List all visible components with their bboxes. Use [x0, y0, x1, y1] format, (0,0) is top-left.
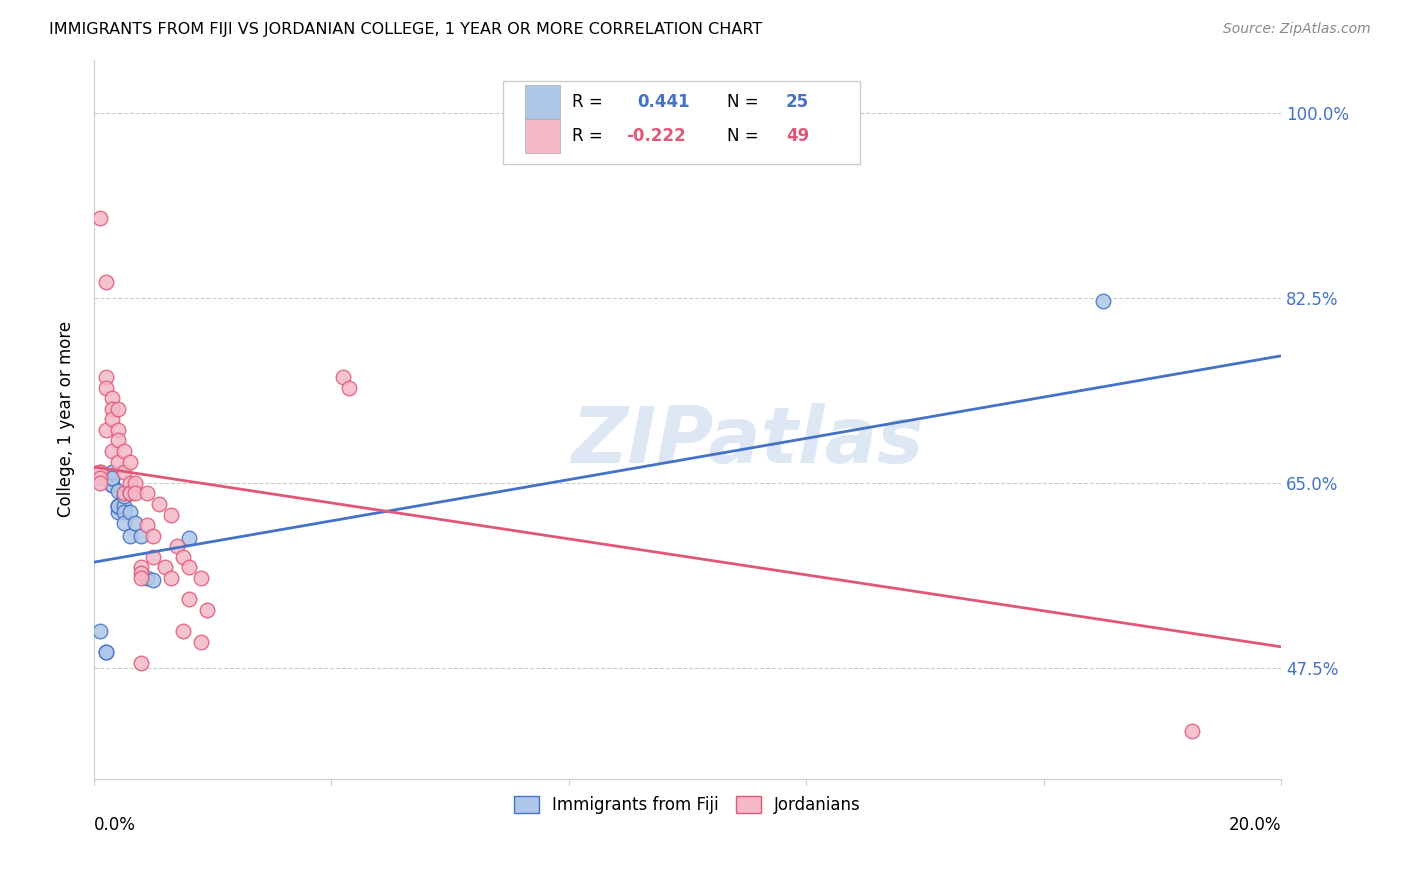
- Point: [107, 401, 129, 416]
- Point: [131, 560, 153, 574]
- Point: [153, 560, 176, 574]
- Point: [118, 505, 141, 519]
- Point: [118, 529, 141, 543]
- Point: [160, 571, 183, 585]
- Point: [94, 645, 117, 659]
- Y-axis label: College, 1 year or more: College, 1 year or more: [58, 321, 75, 517]
- Point: [89, 475, 111, 490]
- Point: [172, 624, 194, 638]
- FancyBboxPatch shape: [524, 85, 561, 120]
- Point: [195, 603, 218, 617]
- Text: R =: R =: [572, 93, 609, 111]
- Text: N =: N =: [727, 127, 763, 145]
- Point: [107, 505, 129, 519]
- Point: [94, 423, 117, 437]
- Point: [112, 444, 135, 458]
- Point: [100, 478, 122, 492]
- Point: [131, 571, 153, 585]
- Point: [142, 549, 165, 564]
- Text: IMMIGRANTS FROM FIJI VS JORDANIAN COLLEGE, 1 YEAR OR MORE CORRELATION CHART: IMMIGRANTS FROM FIJI VS JORDANIAN COLLEG…: [49, 22, 762, 37]
- Point: [160, 508, 183, 522]
- Point: [118, 486, 141, 500]
- Point: [177, 531, 200, 545]
- Point: [177, 592, 200, 607]
- Point: [124, 516, 146, 530]
- Point: [100, 470, 122, 484]
- Point: [148, 497, 170, 511]
- Text: R =: R =: [572, 127, 609, 145]
- Point: [89, 465, 111, 479]
- Point: [337, 381, 360, 395]
- Point: [131, 656, 153, 670]
- Point: [136, 486, 159, 500]
- FancyBboxPatch shape: [503, 81, 859, 164]
- Text: 20.0%: 20.0%: [1229, 816, 1281, 834]
- Point: [100, 444, 122, 458]
- Point: [89, 211, 111, 226]
- Point: [1181, 724, 1204, 739]
- Text: 49: 49: [786, 127, 810, 145]
- Text: 0.0%: 0.0%: [94, 816, 136, 834]
- Point: [131, 566, 153, 580]
- Text: Source: ZipAtlas.com: Source: ZipAtlas.com: [1223, 22, 1371, 37]
- Point: [107, 423, 129, 437]
- Point: [107, 499, 129, 513]
- Point: [100, 391, 122, 405]
- Point: [89, 470, 111, 484]
- Point: [100, 478, 122, 492]
- Legend: Immigrants from Fiji, Jordanians: Immigrants from Fiji, Jordanians: [508, 789, 868, 821]
- Point: [100, 470, 122, 484]
- Point: [107, 434, 129, 448]
- Point: [112, 505, 135, 519]
- Point: [107, 484, 129, 499]
- Point: [112, 499, 135, 513]
- Text: N =: N =: [727, 93, 763, 111]
- Point: [100, 412, 122, 426]
- Point: [142, 573, 165, 587]
- Point: [118, 486, 141, 500]
- Point: [177, 560, 200, 574]
- Point: [118, 475, 141, 490]
- Point: [100, 401, 122, 416]
- Point: [89, 465, 111, 479]
- Point: [112, 488, 135, 502]
- Point: [124, 486, 146, 500]
- Point: [118, 455, 141, 469]
- Point: [94, 381, 117, 395]
- Point: [124, 475, 146, 490]
- FancyBboxPatch shape: [524, 119, 561, 153]
- Point: [332, 370, 354, 384]
- Point: [112, 465, 135, 479]
- Point: [89, 624, 111, 638]
- Point: [131, 529, 153, 543]
- Point: [166, 539, 188, 553]
- Point: [94, 370, 117, 384]
- Point: [107, 499, 129, 513]
- Point: [136, 518, 159, 533]
- Text: -0.222: -0.222: [626, 127, 685, 145]
- Point: [112, 516, 135, 530]
- Point: [190, 634, 212, 648]
- Point: [1091, 293, 1114, 308]
- Point: [190, 571, 212, 585]
- Point: [107, 499, 129, 513]
- Point: [94, 275, 117, 289]
- Point: [172, 549, 194, 564]
- Point: [112, 486, 135, 500]
- Text: 25: 25: [786, 93, 808, 111]
- Text: ZIPatlas: ZIPatlas: [571, 403, 922, 479]
- Text: 0.441: 0.441: [637, 93, 690, 111]
- Point: [107, 455, 129, 469]
- Point: [94, 645, 117, 659]
- Point: [142, 529, 165, 543]
- Point: [136, 571, 159, 585]
- Point: [100, 465, 122, 479]
